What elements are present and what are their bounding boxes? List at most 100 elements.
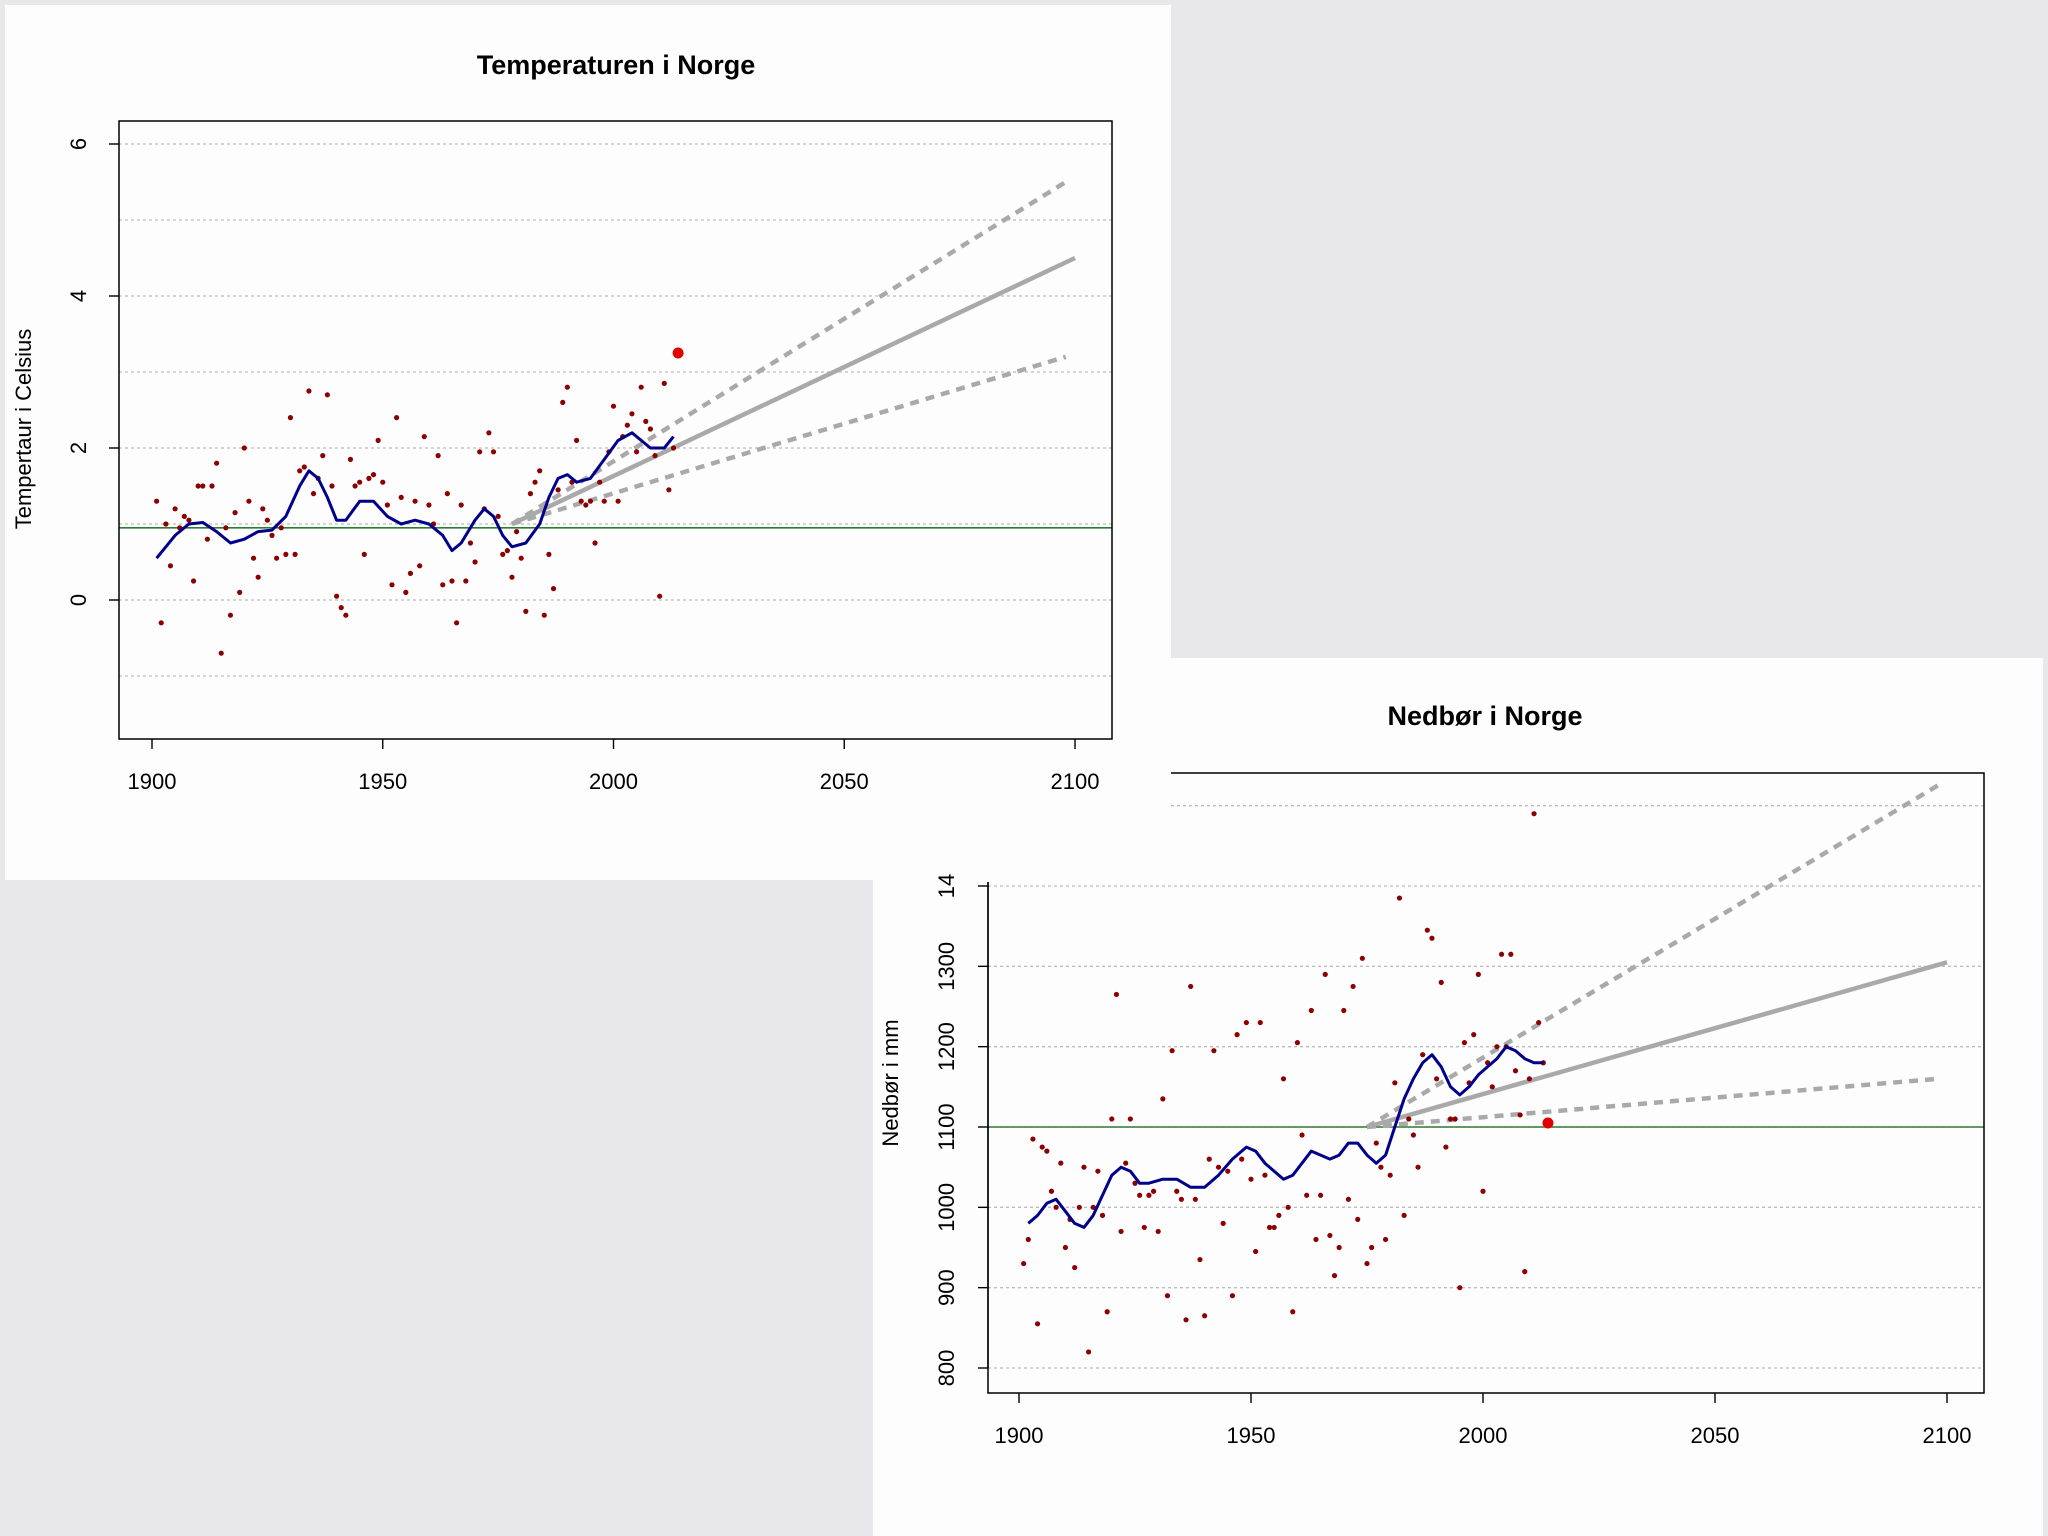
temperature-data-point [486, 430, 492, 436]
precipitation-data-point [1034, 1321, 1041, 1327]
temperature-data-point [587, 498, 594, 504]
precipitation-data-point [1146, 1192, 1152, 1198]
temperature-x-tick-label: 1900 [128, 769, 177, 794]
temperature-data-point [527, 491, 534, 497]
temperature-data-point [509, 574, 515, 580]
temperature-data-point [610, 403, 617, 409]
precipitation-data-point [1132, 1180, 1138, 1186]
precipitation-data-point [1447, 1116, 1454, 1122]
precipitation-data-point [1183, 1317, 1189, 1323]
precipitation-data-point [1178, 1196, 1184, 1202]
precipitation-data-point [1471, 1032, 1477, 1038]
precipitation-data-point [1396, 895, 1403, 901]
temperature-data-point [407, 570, 414, 577]
temperature-data-point [292, 551, 298, 558]
precipitation-data-point [1266, 1224, 1273, 1231]
precipitation-panel [873, 658, 2043, 1536]
temperature-data-point [320, 453, 326, 459]
temperature-data-point [241, 445, 247, 451]
precipitation-data-point [1058, 1160, 1064, 1166]
temperature-data-point [453, 620, 460, 626]
precipitation-data-point [1276, 1212, 1282, 1218]
precipitation-data-point [1429, 935, 1435, 941]
precipitation-data-point [1415, 1164, 1421, 1170]
precipitation-data-point [1206, 1156, 1212, 1162]
precipitation-data-point [1081, 1164, 1087, 1170]
precipitation-data-point [1406, 1116, 1412, 1122]
temperature-data-point [347, 456, 354, 462]
temperature-data-point [458, 502, 464, 508]
precipitation-trend-line [1366, 960, 1948, 1130]
temperature-data-point [227, 612, 234, 618]
temperature-data-point [532, 479, 538, 485]
precipitation-data-point [1164, 1293, 1171, 1299]
precipitation-data-point [1239, 1156, 1245, 1162]
precipitation-data-point [1318, 1192, 1324, 1198]
temperature-trend-line [511, 255, 1076, 527]
temperature-data-point [426, 502, 432, 508]
temperature-data-point [412, 498, 418, 504]
precipitation-data-point [1373, 1140, 1379, 1146]
temperature-data-point [573, 437, 580, 443]
temperature-data-point [435, 453, 441, 459]
precipitation-data-point [1099, 1212, 1106, 1218]
precipitation-data-point [1420, 1052, 1426, 1058]
temperature-data-point [592, 540, 598, 546]
precipitation-data-point [1475, 971, 1481, 977]
precipitation-data-point [1211, 1048, 1217, 1054]
precipitation-data-point [1443, 1144, 1449, 1150]
precipitation-data-point [1522, 1269, 1528, 1275]
precipitation-chart: Nedbør i Norge Nedbør i mm 1900 1950 2000 2… [873, 658, 2043, 1536]
precipitation-data-point [1355, 1216, 1361, 1222]
temperature-data-point [214, 460, 220, 466]
precipitation-y-tick-label: 1300 [934, 942, 959, 991]
temperature-data-point [306, 388, 312, 394]
precipitation-data-point [1137, 1192, 1143, 1198]
temperature-data-point [352, 483, 358, 489]
temperature-data-point [278, 525, 284, 531]
temperature-trend-upper-line [510, 180, 1067, 526]
temperature-data-point [398, 494, 404, 500]
temperature-data-point [186, 517, 192, 523]
temperature-data-point [343, 612, 349, 618]
temperature-y-tick-label: 2 [66, 442, 91, 454]
precipitation-data-point [1062, 1244, 1068, 1251]
precipitation-data-point [1331, 1273, 1338, 1279]
temperature-data-point [624, 422, 630, 428]
temperature-data-point [338, 605, 344, 611]
precipitation-data-point [1234, 1032, 1240, 1038]
precipitation-data-point [1095, 1168, 1101, 1174]
precipitation-data-point [1123, 1160, 1129, 1166]
temperature-data-point [255, 574, 261, 580]
temperature-data-point [670, 445, 677, 451]
precipitation-x-tick-label: 2100 [1923, 1423, 1972, 1448]
precipitation-y-tick-label: 1100 [934, 1103, 959, 1150]
precipitation-data-point [1387, 1172, 1393, 1178]
precipitation-data-point [1285, 1204, 1291, 1210]
precipitation-data-point [1220, 1220, 1226, 1226]
precipitation-smooth-line [1027, 1045, 1544, 1229]
temperature-data-point [504, 548, 510, 554]
precipitation-data-point [1336, 1244, 1342, 1251]
temperature-data-point [629, 411, 635, 417]
temperature-data-point [449, 578, 455, 584]
temperature-data-point [417, 563, 423, 569]
precipitation-data-point [1025, 1236, 1031, 1243]
precipitation-data-point [1086, 1349, 1092, 1355]
temperature-data-point [555, 487, 561, 493]
precipitation-highlight-point [1542, 1117, 1554, 1129]
precipitation-data-point [1021, 1260, 1027, 1267]
temperature-data-point [647, 426, 654, 432]
precipitation-data-point [1053, 1204, 1059, 1210]
precipitation-data-point [1192, 1196, 1198, 1202]
precipitation-data-point [1271, 1224, 1277, 1231]
temperature-data-point [334, 593, 340, 599]
precipitation-data-point [1030, 1136, 1036, 1142]
temperature-data-point [440, 582, 446, 588]
temperature-data-point [467, 540, 474, 546]
temperature-plot-frame [118, 120, 1113, 740]
precipitation-data-point [1452, 1116, 1458, 1122]
temperature-y-tick-label: 6 [66, 138, 91, 150]
temperature-data-point [393, 415, 400, 421]
precipitation-data-point [1489, 1084, 1495, 1090]
